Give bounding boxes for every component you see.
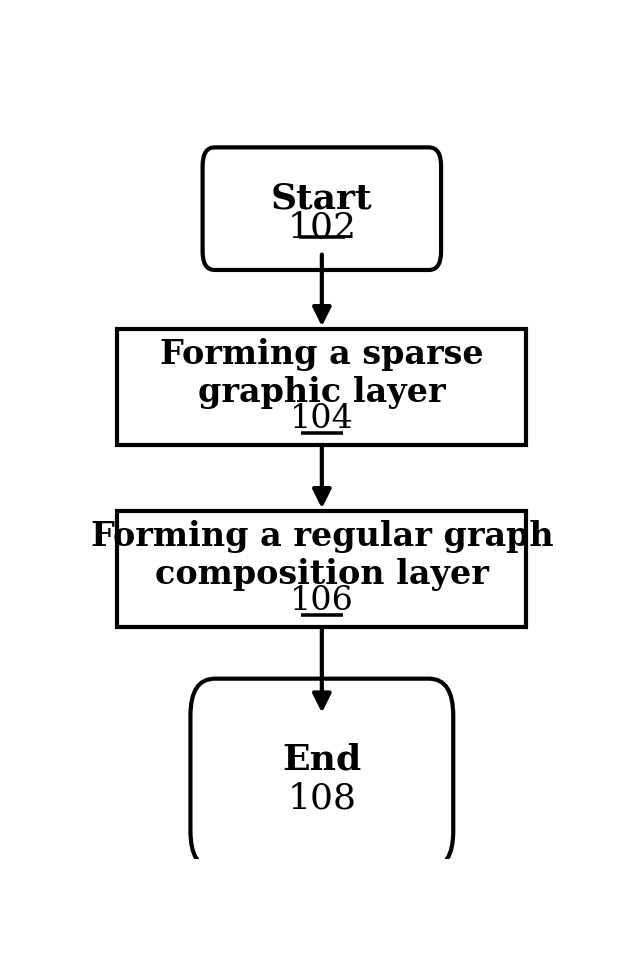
Text: 108: 108	[288, 782, 356, 815]
FancyBboxPatch shape	[190, 678, 453, 868]
Text: Forming a sparse
graphic layer: Forming a sparse graphic layer	[160, 338, 484, 409]
Text: Forming a regular graph
composition layer: Forming a regular graph composition laye…	[90, 519, 553, 591]
Text: 104: 104	[290, 403, 354, 435]
Text: 102: 102	[288, 210, 356, 244]
Text: 106: 106	[290, 586, 354, 618]
Text: End: End	[282, 743, 362, 777]
FancyBboxPatch shape	[203, 148, 441, 270]
Text: Start: Start	[271, 181, 372, 215]
FancyBboxPatch shape	[117, 511, 526, 626]
FancyBboxPatch shape	[117, 329, 526, 445]
